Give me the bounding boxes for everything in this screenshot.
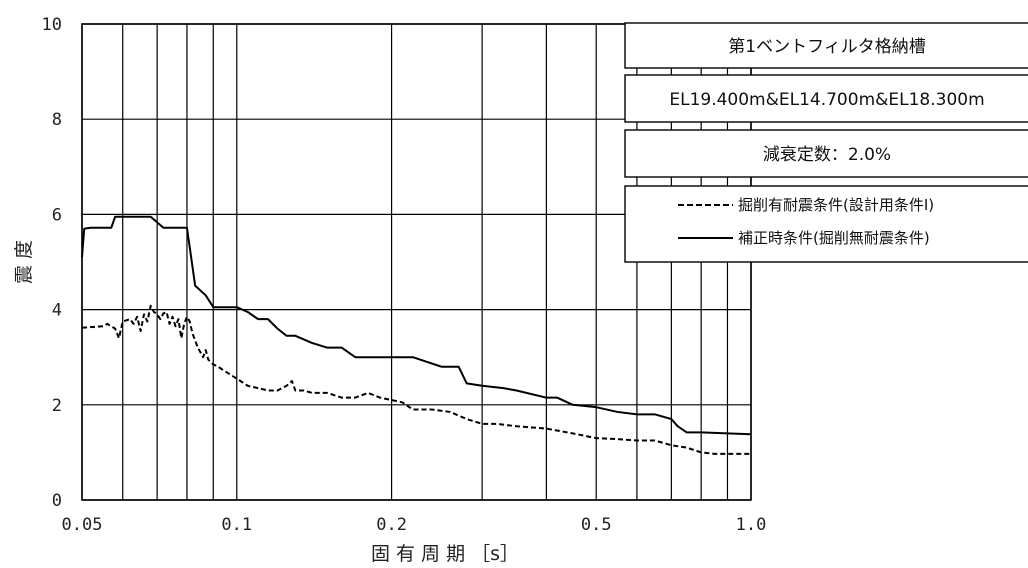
y-tick-label: 0 [52,491,62,511]
series-layer [81,215,752,455]
legend-label-dashed: 掘削有耐震条件(設計用条件Ⅰ) [738,196,934,214]
y-tick-label: 4 [52,301,62,321]
series-line-solid [81,215,752,436]
y-tick-label: 8 [52,110,62,130]
y-tick-label: 10 [42,15,62,35]
title-box-3: 減衰定数：2.0% [624,129,1028,178]
x-tick-label: 0.2 [376,515,407,535]
chart-title: 第1ベントフィルタ格納槽 [728,37,925,57]
legend: 掘削有耐震条件(設計用条件Ⅰ) 補正時条件(掘削無耐震条件) [624,185,1028,263]
x-tick-label: 0.05 [62,515,103,535]
x-tick-label: 0.5 [581,515,612,535]
x-axis-title: 固 有 周 期 ［s］ [371,543,519,565]
x-tick-label: 1.0 [736,515,767,535]
title-box-1: 第1ベントフィルタ格納槽 [624,22,1028,69]
y-axis-title: 震 度 [13,240,35,284]
x-tick-label: 0.1 [221,515,252,535]
tick-labels: 0 2 4 6 8 10 0.05 0.1 0.2 0.5 1.0 [42,15,767,535]
chart-elevation: EL19.400m&EL14.700m&EL18.300m [669,90,984,110]
y-tick-label: 2 [52,396,62,416]
y-tick-label: 6 [52,205,62,225]
title-box-2: EL19.400m&EL14.700m&EL18.300m [624,74,1028,123]
legend-label-solid: 補正時条件(掘削無耐震条件) [738,229,930,247]
series-line-dashed [81,304,751,455]
chart-damping: 減衰定数：2.0% [763,145,891,165]
